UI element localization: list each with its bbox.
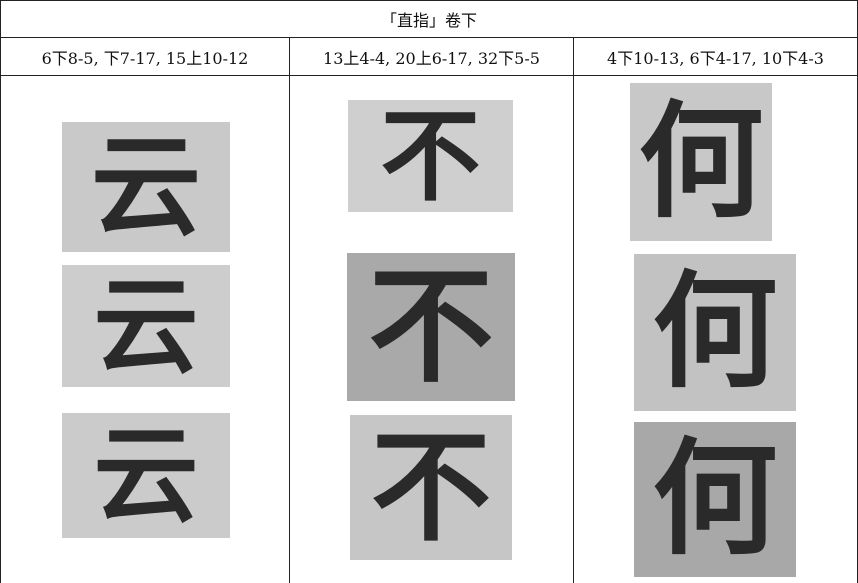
glyph-image: 云 [62,265,230,387]
column-heading: 13上4-4, 20上6-17, 32下5-5 [323,48,540,68]
glyph-image: 云 [62,413,230,538]
glyph-image: 何 [634,422,796,577]
glyph-image: 不 [350,415,512,560]
glyph: 云 [93,413,199,537]
glyph: 何 [652,426,778,572]
glyph: 不 [380,100,481,212]
border [573,37,574,583]
glyph: 何 [638,88,764,235]
column-heading: 4下10-13, 6下4-17, 10下4-3 [607,48,824,68]
glyph-image: 云 [62,122,230,252]
glyph-image: 不 [347,253,515,401]
table-title: 「直指」卷下 [380,11,477,30]
glyph: 何 [652,259,778,405]
glyph: 云 [93,265,199,387]
border [0,0,858,1]
glyph: 不 [371,416,491,558]
glyph: 不 [368,253,494,400]
border [0,37,858,38]
glyph: 云 [91,122,201,251]
glyph-image: 何 [630,83,772,241]
border [0,0,1,583]
glyph-image: 何 [634,254,796,411]
column-heading: 6下8-5, 下7-17, 15上10-12 [41,48,249,68]
border [289,37,290,583]
border [0,75,858,76]
glyph-image: 不 [348,100,513,212]
